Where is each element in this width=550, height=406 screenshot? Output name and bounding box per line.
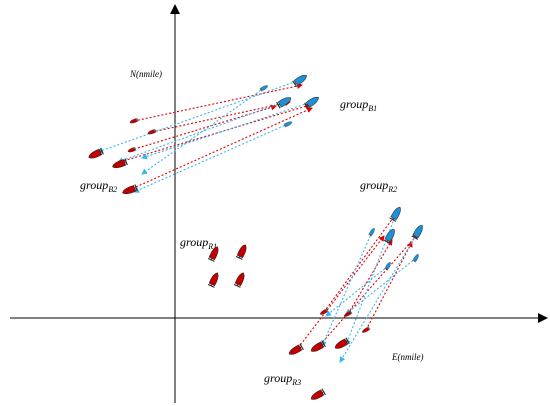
red-ship-icon xyxy=(122,184,138,195)
blue-trajectory xyxy=(345,257,417,315)
red-trajectory xyxy=(319,233,419,346)
blue-ship-icon xyxy=(412,254,419,263)
blue-ship-icon xyxy=(368,228,375,237)
red-trajectory xyxy=(119,103,311,163)
group-label-b2: groupB2 xyxy=(80,178,117,194)
red-ship-icon xyxy=(288,343,304,355)
red-ship-icon xyxy=(344,310,353,317)
red-trajectory xyxy=(133,83,303,122)
red-trajectory xyxy=(151,100,291,133)
blue-trajectory xyxy=(117,103,279,164)
blue-ship-icon xyxy=(411,224,423,240)
blue-trajectory xyxy=(321,231,373,347)
red-ship-icon xyxy=(310,388,326,400)
group-label-r2: groupR2 xyxy=(360,178,397,194)
blue-ship-icon xyxy=(304,96,319,109)
blue-ship-icon xyxy=(276,97,292,109)
red-ship-icon xyxy=(207,246,219,262)
red-ship-icon xyxy=(233,272,245,288)
red-ship-icon xyxy=(334,337,350,349)
red-ship-icon xyxy=(127,146,137,153)
blue-ship-icon xyxy=(383,228,395,244)
red-ship-icon xyxy=(320,308,329,315)
north-axis-label: N(nmile) xyxy=(129,69,162,79)
blue-ship-icon xyxy=(389,206,401,222)
blue-ship-icon xyxy=(384,262,391,271)
trajectories-lower xyxy=(297,213,419,363)
east-axis-label: E(nmile) xyxy=(391,352,424,362)
red-trajectory xyxy=(347,239,393,315)
blue-trajectory xyxy=(325,265,389,317)
red-ship-icon xyxy=(129,117,139,124)
blue-trajectory xyxy=(339,231,419,363)
red-ship-icon xyxy=(147,128,157,135)
red-trajectory xyxy=(135,107,313,188)
blue-ship-icon xyxy=(259,85,268,92)
blue-trajectory xyxy=(141,101,313,160)
red-trajectory xyxy=(365,241,413,331)
red-ship-icon xyxy=(362,326,371,333)
red-trajectory xyxy=(137,104,277,149)
blue-trajectory xyxy=(133,123,289,193)
group-label-b1: groupB1 xyxy=(340,97,377,113)
group-label-r1: groupR1 xyxy=(180,235,217,251)
red-ship-icon xyxy=(235,244,247,260)
red-trajectory xyxy=(323,213,397,313)
red-trajectory xyxy=(297,235,385,349)
red-ship-icon xyxy=(88,147,104,159)
blue-ship-icon xyxy=(283,121,293,128)
red-ship-icon xyxy=(310,340,326,352)
group-label-r3: groupR3 xyxy=(264,371,301,387)
blue-ship-icon xyxy=(292,74,307,87)
trajectories-upper xyxy=(97,79,313,193)
ship-icons xyxy=(88,74,423,400)
blue-trajectory xyxy=(141,87,265,175)
red-ship-icon xyxy=(112,158,128,169)
blue-trajectory xyxy=(344,213,397,346)
red-ship-icon xyxy=(207,272,219,288)
